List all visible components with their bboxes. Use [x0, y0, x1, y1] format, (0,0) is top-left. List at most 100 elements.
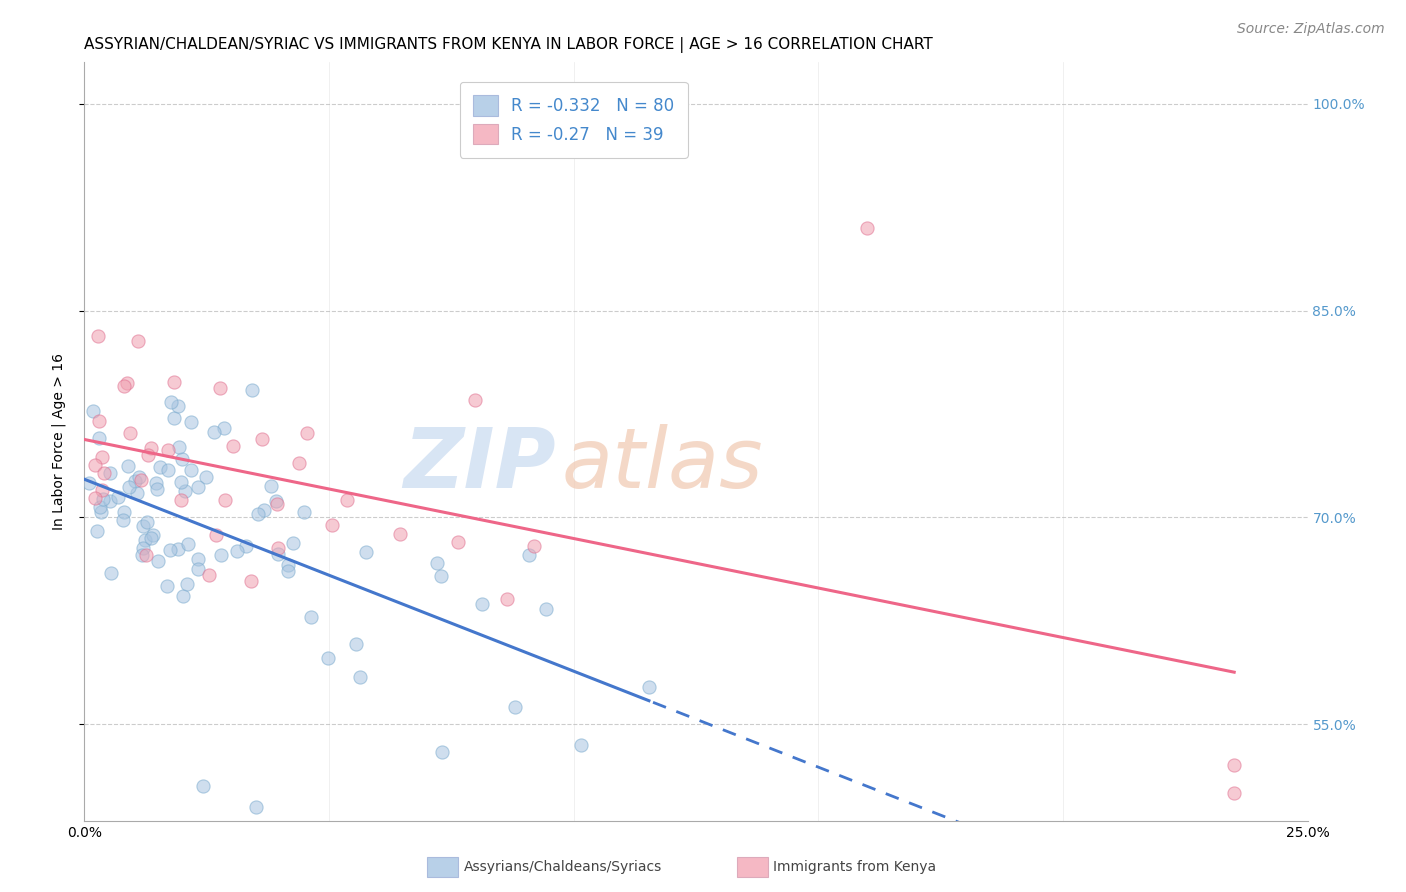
Point: [198, 567, 221, 582]
Point: [159, 543, 181, 558]
Point: [250, 433, 273, 447]
Point: [169, 440, 191, 454]
Point: [166, 399, 188, 413]
Point: [180, 415, 202, 429]
Point: [204, 528, 226, 542]
Point: [169, 475, 191, 489]
Point: [111, 513, 134, 527]
Point: [125, 485, 148, 500]
Point: [87, 329, 110, 343]
Point: [131, 548, 153, 562]
Point: [301, 610, 323, 624]
Point: [191, 779, 214, 793]
Point: [226, 543, 249, 558]
Point: [292, 505, 315, 519]
Point: [128, 470, 150, 484]
Point: [87, 414, 110, 428]
Point: [295, 426, 318, 441]
Point: [142, 527, 165, 541]
Point: [135, 548, 157, 562]
Point: [93, 466, 115, 480]
Point: [82, 404, 104, 418]
Point: [89, 431, 111, 445]
Point: [132, 519, 155, 533]
Point: [86, 524, 108, 538]
Point: [84, 458, 107, 472]
Point: [1223, 786, 1246, 800]
Point: [187, 551, 209, 566]
Text: ASSYRIAN/CHALDEAN/SYRIAC VS IMMIGRANTS FROM KENYA IN LABOR FORCE | AGE > 16 CORR: ASSYRIAN/CHALDEAN/SYRIAC VS IMMIGRANTS F…: [84, 37, 934, 53]
Point: [173, 483, 195, 498]
Text: atlas: atlas: [561, 424, 763, 505]
Point: [93, 491, 115, 506]
Point: [569, 738, 592, 752]
Point: [1223, 758, 1246, 772]
Point: [98, 466, 121, 480]
Point: [235, 540, 257, 554]
Point: [277, 565, 299, 579]
Point: [149, 460, 172, 475]
Y-axis label: In Labor Force | Age > 16: In Labor Force | Age > 16: [52, 353, 66, 530]
Point: [163, 411, 186, 425]
Point: [129, 473, 152, 487]
Point: [194, 470, 217, 484]
Point: [176, 577, 198, 591]
Point: [388, 526, 411, 541]
Point: [426, 556, 449, 570]
Point: [156, 579, 179, 593]
Point: [209, 548, 232, 562]
Point: [166, 541, 188, 556]
Point: [187, 480, 209, 494]
Point: [117, 459, 139, 474]
Text: Source: ZipAtlas.com: Source: ZipAtlas.com: [1237, 22, 1385, 37]
Point: [90, 483, 112, 498]
Point: [117, 376, 139, 390]
Point: [534, 602, 557, 616]
Text: Assyrians/Chaldeans/Syriacs: Assyrians/Chaldeans/Syriacs: [464, 860, 662, 874]
Point: [253, 503, 276, 517]
Point: [208, 381, 231, 395]
Point: [170, 452, 193, 467]
Point: [503, 699, 526, 714]
Point: [267, 541, 290, 555]
Point: [163, 376, 186, 390]
Point: [139, 531, 162, 545]
Point: [202, 425, 225, 440]
Point: [156, 463, 179, 477]
Point: [856, 220, 879, 235]
Point: [519, 548, 541, 562]
Point: [172, 590, 194, 604]
Point: [471, 597, 494, 611]
Point: [146, 554, 169, 568]
Point: [132, 541, 155, 555]
Point: [321, 518, 343, 533]
Point: [124, 475, 146, 489]
Point: [281, 536, 304, 550]
Point: [264, 493, 287, 508]
Point: [430, 745, 453, 759]
Point: [141, 441, 163, 455]
Point: [157, 443, 180, 458]
Point: [134, 533, 156, 547]
Point: [212, 421, 235, 435]
Point: [447, 534, 470, 549]
Point: [240, 383, 263, 397]
Point: [222, 439, 245, 453]
Point: [90, 505, 112, 519]
Point: [135, 515, 157, 529]
Point: [349, 670, 371, 684]
Point: [107, 490, 129, 504]
Point: [114, 504, 136, 518]
Point: [84, 491, 107, 505]
Point: [496, 592, 519, 607]
Point: [344, 637, 367, 651]
Point: [127, 334, 149, 349]
Point: [430, 569, 453, 583]
Legend: R = -0.332   N = 80, R = -0.27   N = 39: R = -0.332 N = 80, R = -0.27 N = 39: [460, 82, 688, 158]
Point: [177, 537, 200, 551]
Point: [170, 493, 193, 508]
Point: [266, 497, 288, 511]
Point: [214, 493, 236, 508]
Point: [79, 475, 101, 490]
Point: [464, 393, 486, 408]
